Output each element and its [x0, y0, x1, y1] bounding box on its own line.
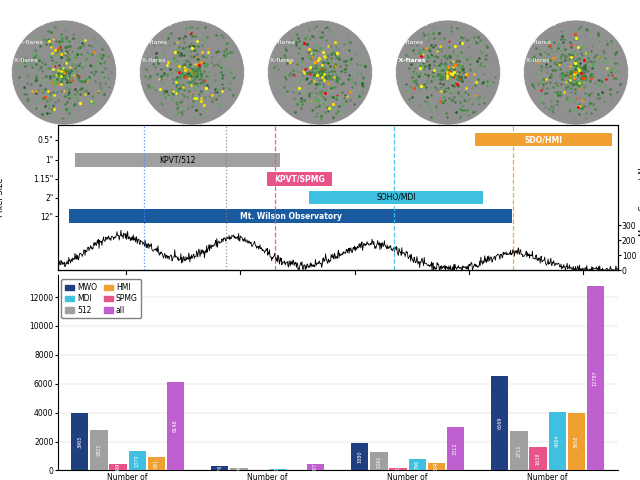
Text: 5 M-flares: 5 M-flares	[520, 40, 551, 45]
Bar	[548, 412, 566, 470]
Legend: MWO, MDI, 512, HMI, SPMG, all: MWO, MDI, 512, HMI, SPMG, all	[61, 279, 141, 318]
Ellipse shape	[268, 20, 372, 125]
Text: 276: 276	[217, 465, 222, 474]
Text: 3958: 3958	[574, 436, 579, 448]
Bar	[351, 443, 369, 470]
Text: MWO: MWO	[8, 2, 28, 12]
X-axis label: Year: Year	[327, 290, 348, 300]
Text: 1370: 1370	[134, 454, 140, 467]
Text: 1988-10-03: 1988-10-03	[136, 23, 172, 27]
Text: 529: 529	[434, 462, 439, 471]
Bar	[491, 375, 508, 470]
Text: 1261: 1261	[376, 455, 381, 468]
Text: 1638: 1638	[536, 452, 541, 465]
Text: 2 M-flares: 2 M-flares	[136, 40, 167, 45]
Text: 8 M-flares: 8 M-flares	[264, 40, 295, 45]
Text: 9 M-flares: 9 M-flares	[392, 40, 423, 45]
Bar	[90, 430, 108, 470]
Bar	[428, 463, 445, 470]
Bar	[167, 382, 184, 470]
Text: SOHO/MDI: SOHO/MDI	[392, 2, 432, 12]
Text: KPVT/SPMG: KPVT/SPMG	[264, 2, 308, 12]
Bar	[568, 413, 585, 470]
Text: SDO/HMI: SDO/HMI	[524, 135, 563, 144]
Bar	[288, 469, 305, 470]
Bar	[109, 465, 127, 470]
Bar	[230, 468, 248, 470]
Text: 1 X-flares: 1 X-flares	[392, 58, 426, 62]
Bar	[307, 464, 324, 470]
Text: 196: 196	[236, 466, 241, 475]
Bar	[510, 431, 527, 470]
Text: 796: 796	[415, 460, 420, 469]
Bar	[71, 413, 88, 470]
Text: 2 X-flares: 2 X-flares	[8, 58, 38, 62]
Text: SDO/HMI: SDO/HMI	[520, 2, 554, 12]
Text: 2 X-flares: 2 X-flares	[520, 58, 550, 62]
Text: 4064: 4064	[555, 435, 559, 447]
Text: 1880: 1880	[357, 451, 362, 463]
Text: 2821: 2821	[97, 444, 101, 456]
Bar	[529, 447, 547, 470]
Text: Mt. Wilson Observatory: Mt. Wilson Observatory	[240, 212, 342, 221]
Bar	[269, 468, 286, 470]
Text: KPVT/512: KPVT/512	[136, 2, 173, 12]
Text: 409: 409	[116, 463, 120, 472]
Bar	[129, 451, 146, 470]
Text: 10 M-flares: 10 M-flares	[8, 40, 43, 45]
Bar	[389, 468, 406, 470]
Text: 1992-09-06: 1992-09-06	[264, 23, 300, 27]
Ellipse shape	[140, 20, 244, 125]
Text: 1981-07-25: 1981-07-25	[8, 23, 44, 27]
Text: 181: 181	[396, 466, 401, 475]
Text: 3965: 3965	[77, 435, 83, 448]
Bar	[408, 459, 426, 470]
Text: 931: 931	[154, 459, 159, 468]
Ellipse shape	[396, 20, 500, 125]
Text: 3012: 3012	[453, 443, 458, 455]
Bar	[587, 286, 604, 470]
Text: KPVT/SPMG: KPVT/SPMG	[274, 174, 324, 183]
Ellipse shape	[524, 20, 628, 125]
Text: 12787: 12787	[593, 370, 598, 386]
Ellipse shape	[12, 20, 116, 125]
Text: 6569: 6569	[497, 417, 502, 429]
Y-axis label: Pixel Size: Pixel Size	[0, 178, 5, 217]
Bar	[447, 427, 464, 470]
Bar	[371, 452, 387, 470]
Text: 2 X-flares: 2 X-flares	[264, 58, 294, 62]
Bar	[211, 467, 228, 470]
Text: 1 X-flares: 1 X-flares	[136, 58, 166, 62]
Text: 117: 117	[275, 467, 280, 476]
Text: 427: 427	[313, 463, 318, 472]
Text: 2013-10-25: 2013-10-25	[520, 23, 556, 27]
Text: SOHO/MDI: SOHO/MDI	[376, 193, 416, 202]
Text: 2003-06-10: 2003-06-10	[392, 23, 428, 27]
Text: 2711: 2711	[516, 444, 522, 457]
Y-axis label: Mean Sunspot No.: Mean Sunspot No.	[639, 159, 640, 236]
Bar	[148, 457, 165, 470]
Text: KPVT/512: KPVT/512	[159, 156, 196, 164]
Text: 6148: 6148	[173, 420, 178, 432]
